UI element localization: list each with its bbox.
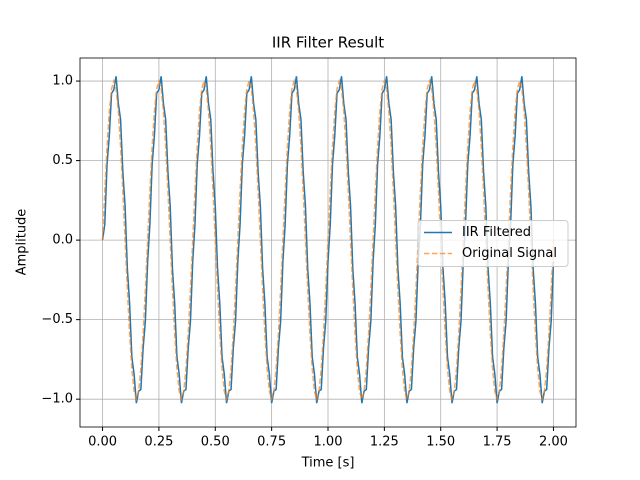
chart-title: IIR Filter Result: [272, 34, 384, 52]
x-tick-label: 1.75: [483, 435, 512, 450]
y-tick-label: −1.0: [41, 392, 73, 407]
series-line: [101, 76, 555, 404]
x-tick-label: 0.00: [88, 435, 117, 450]
x-tick-label: 0.50: [201, 435, 230, 450]
x-axis-label: Time [s]: [301, 456, 355, 471]
x-tick-label: 1.25: [370, 435, 399, 450]
x-tick-label: 0.25: [144, 435, 173, 450]
x-tick-label: 1.50: [426, 435, 455, 450]
x-tick-label: 0.75: [257, 435, 286, 450]
y-tick-label: 1.0: [52, 74, 73, 89]
y-tick-label: 0.5: [52, 153, 73, 168]
series-line: [101, 78, 555, 402]
x-tick-label: 1.00: [314, 435, 343, 450]
x-tick-label: 2.00: [539, 435, 568, 450]
axes-frame: [79, 57, 577, 428]
legend-label: IIR Filtered: [462, 225, 531, 240]
legend-label: Original Signal: [462, 246, 557, 261]
y-tick-label: −0.5: [41, 312, 73, 327]
y-tick-label: 0.0: [52, 233, 73, 248]
legend-box: [417, 220, 569, 267]
y-axis-label: Amplitude: [15, 209, 30, 276]
